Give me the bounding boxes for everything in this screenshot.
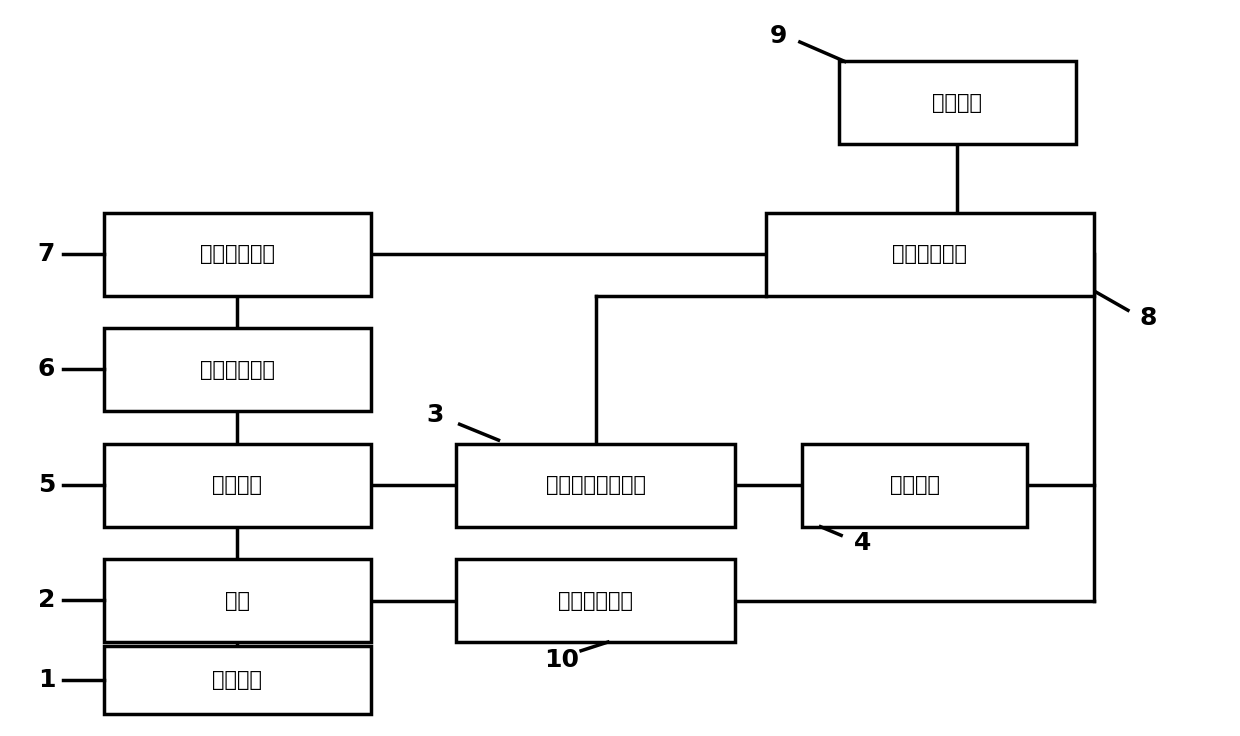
Text: 分光单元: 分光单元 (212, 475, 262, 495)
Bar (838, 62, 1075, 144)
Bar (103, 645, 371, 714)
Text: 手术照明单元: 手术照明单元 (558, 590, 634, 611)
Text: 引导光源: 引导光源 (889, 475, 940, 495)
Bar (103, 328, 371, 411)
Bar (103, 559, 371, 642)
Bar (103, 213, 371, 296)
Text: 手术显微单元: 手术显微单元 (200, 244, 275, 264)
Bar (766, 213, 1094, 296)
Text: 6: 6 (37, 358, 55, 381)
Text: 手术区域: 手术区域 (212, 670, 262, 690)
Text: 显示单元: 显示单元 (932, 93, 982, 113)
Text: 1: 1 (37, 668, 55, 692)
Text: 3: 3 (427, 403, 444, 427)
Text: 4: 4 (854, 531, 872, 554)
Text: 物镜: 物镜 (224, 590, 249, 611)
Text: 5: 5 (37, 473, 55, 497)
Text: 处理控制单元: 处理控制单元 (893, 244, 967, 264)
Text: 光学相干层析单元: 光学相干层析单元 (546, 475, 646, 495)
Bar (456, 444, 735, 527)
Text: 10: 10 (544, 648, 579, 672)
Bar (802, 444, 1027, 527)
Text: 光学变倍单元: 光学变倍单元 (200, 360, 275, 380)
Text: 8: 8 (1140, 305, 1157, 330)
Text: 9: 9 (769, 24, 786, 49)
Bar (456, 559, 735, 642)
Text: 7: 7 (37, 242, 55, 266)
Text: 2: 2 (37, 588, 55, 612)
Bar (103, 444, 371, 527)
